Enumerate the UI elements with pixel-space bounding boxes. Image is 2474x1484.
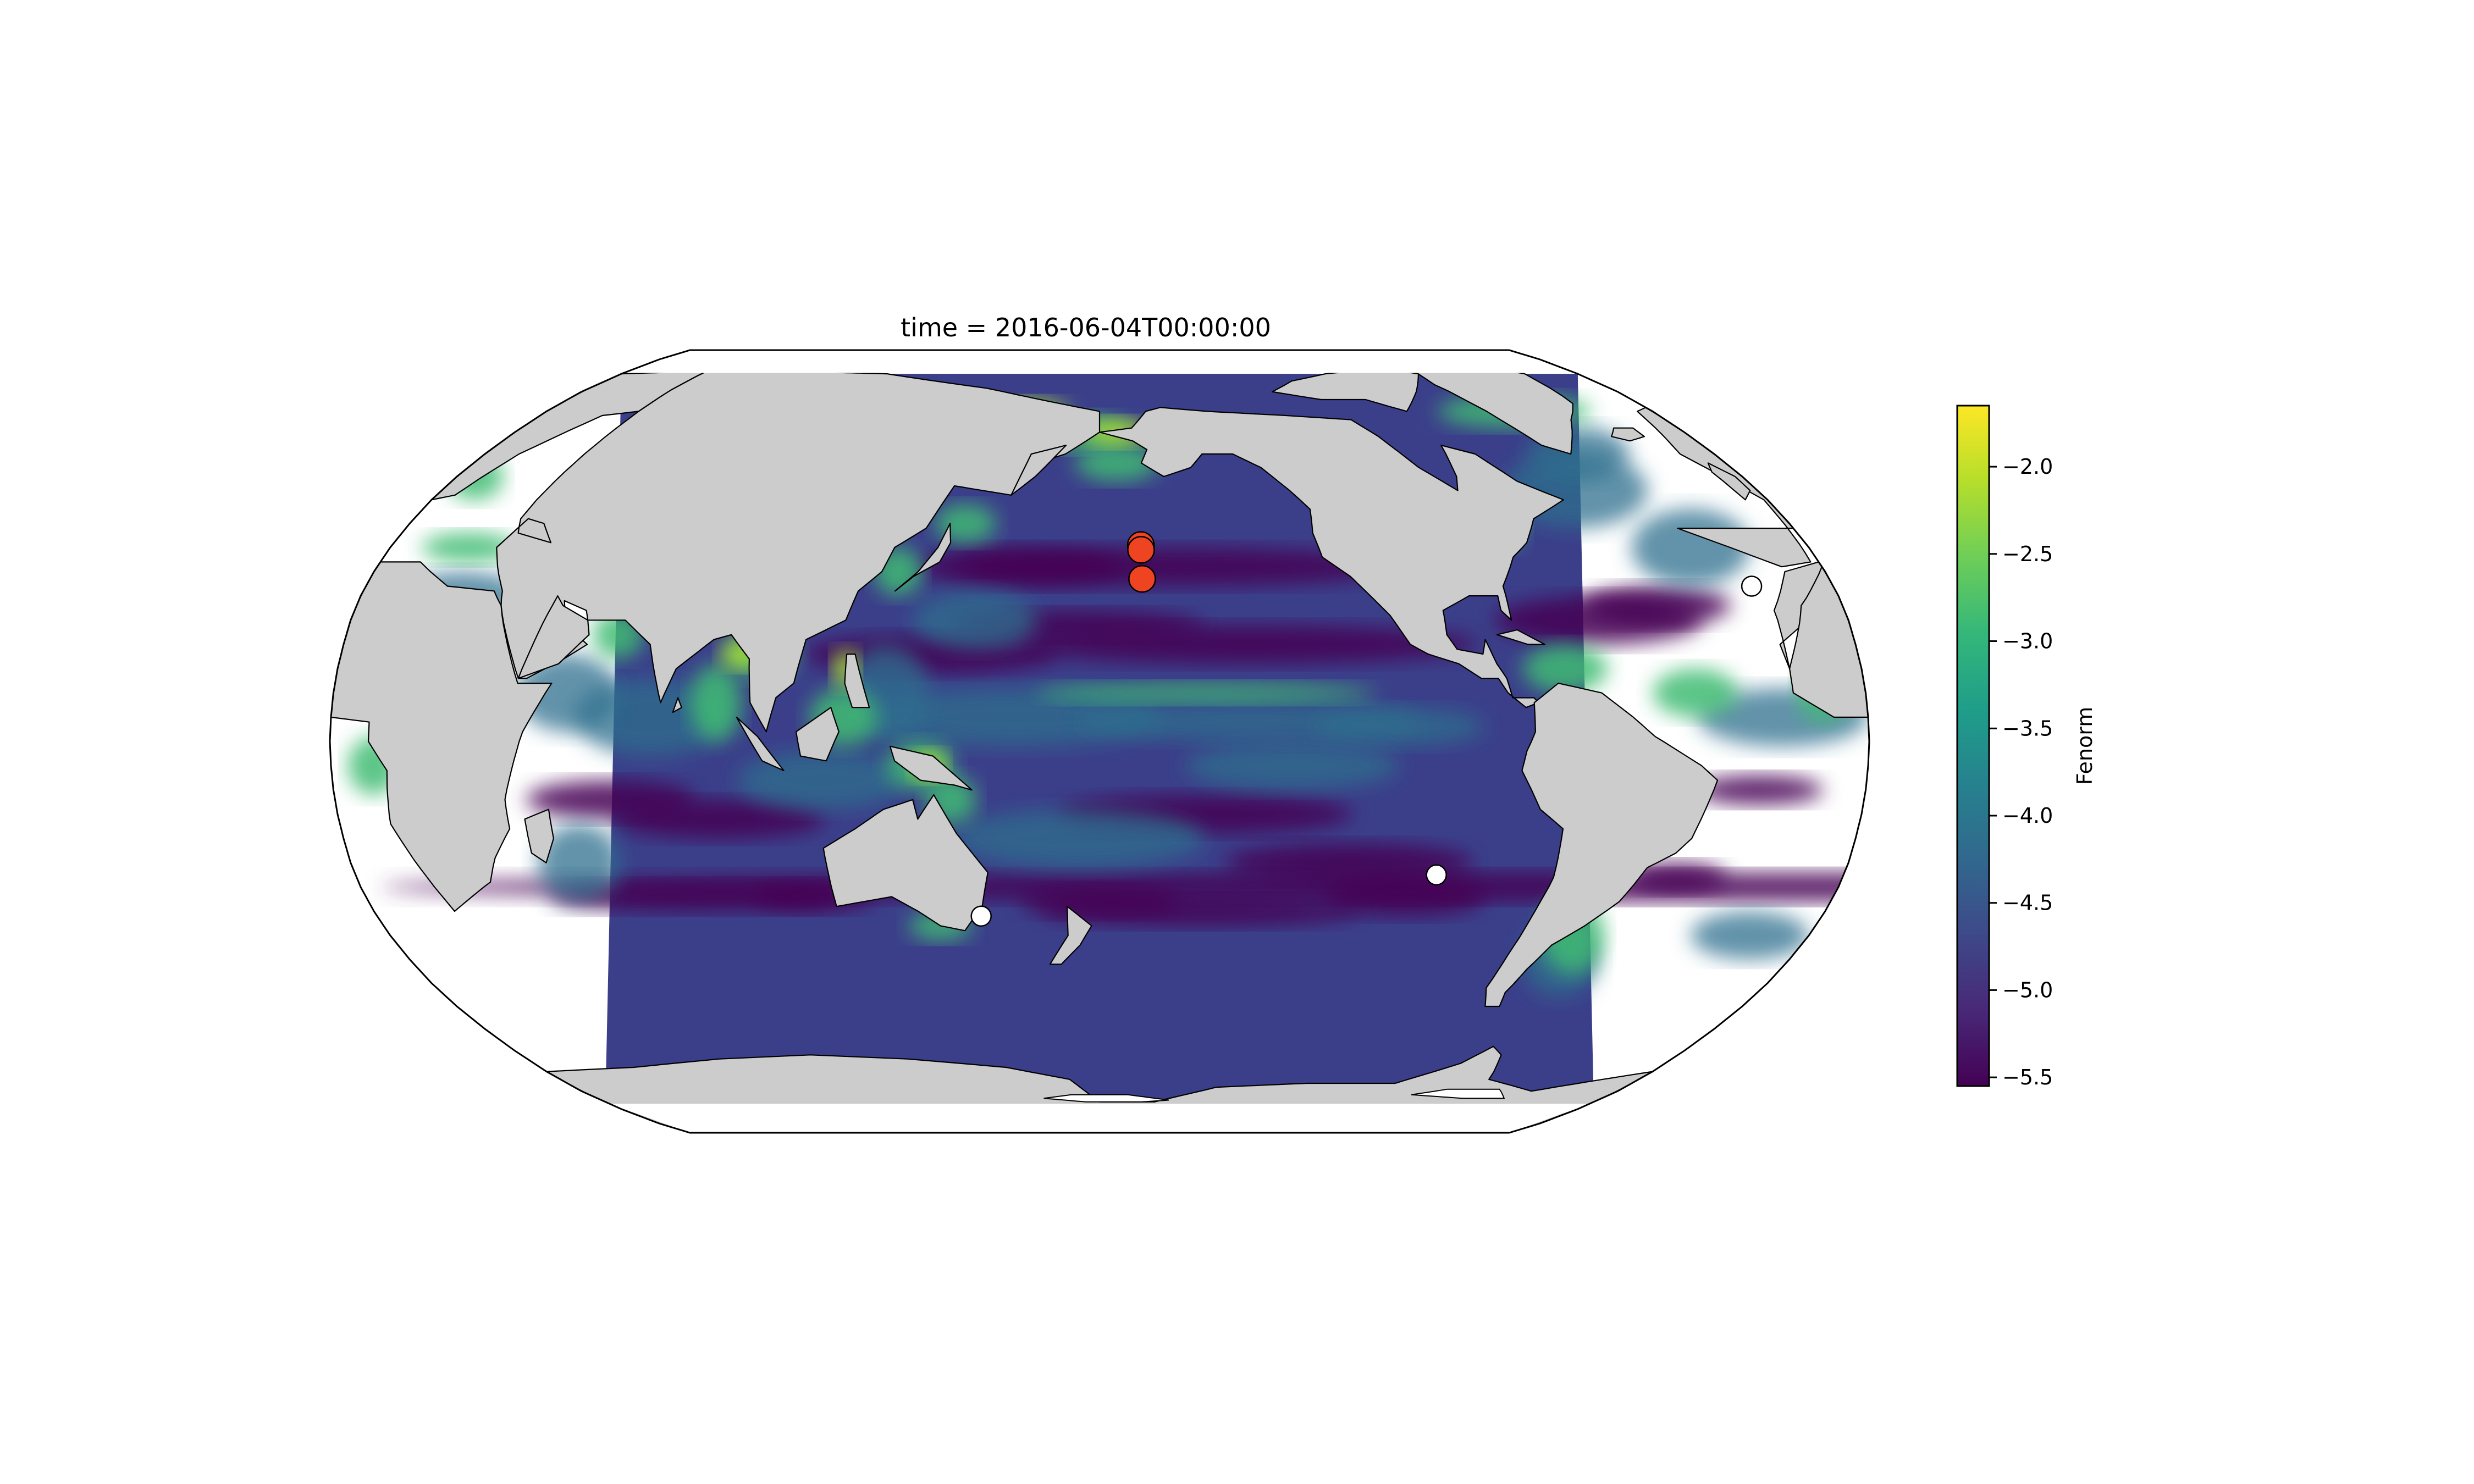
land-north-america [1098,407,1564,708]
land-borneo [796,707,840,762]
white-marker [1426,864,1447,886]
colorbar-tick-label: −4.5 [2002,891,2053,915]
colorbar-tick-label: −5.5 [2002,1065,2053,1089]
station-markers [970,531,1763,927]
map-panel [329,349,1870,1134]
colorbar-tick-label: −5.0 [2002,978,2053,1002]
land-madagascar [524,809,554,863]
colorbar-ticks: −2.0 −2.5 −3.0 −3.5 −4.0 −4.5 −5.0 −5.5 [1989,455,2053,1089]
ice-shelf [1411,1088,1505,1099]
colorbar-tick-label: −3.5 [2002,716,2053,740]
land-new-zealand [1049,906,1092,965]
land-canadian-arctic [1272,367,1419,412]
white-marker [970,905,992,927]
land-sumatra [736,716,785,772]
land-sri-lanka [672,697,682,713]
land-africa-east [330,561,553,912]
land-kamchatka-fix [1010,445,1067,496]
land-cuba [1496,629,1545,645]
land-new-guinea [889,745,973,791]
globe-border [329,349,1870,1134]
land-arabia-india [517,595,590,679]
red-marker [1127,536,1155,564]
land-australia [822,794,989,932]
map-title: time = 2016-06-04T00:00:00 [901,313,1271,342]
colorbar-tick-label: −3.0 [2002,629,2053,654]
colorbar-label: Fenorm [2073,707,2097,785]
colorbar-tick-label: −2.5 [2002,542,2053,566]
colorbar: −2.0 −2.5 −3.0 −3.5 −4.0 −4.5 −5.0 −5.5 Fenorm [1956,405,2097,1089]
land-japan [894,523,952,592]
land-philippines [844,654,870,708]
colorbar-tick-label: −2.0 [2002,455,2053,479]
land-britain [1707,462,1751,501]
white-marker [1741,575,1763,597]
land-south-america [1484,683,1719,1007]
red-marker [1128,564,1156,593]
land-europe-west [1637,407,1812,568]
land-asia [496,370,1101,733]
colorbar-gradient [1956,405,1990,1087]
land-iceland [1611,427,1645,442]
ice-shelf [1043,1094,1169,1103]
sea-ice-white [609,350,1590,1133]
colorbar-tick-label: −4.0 [2002,804,2053,828]
